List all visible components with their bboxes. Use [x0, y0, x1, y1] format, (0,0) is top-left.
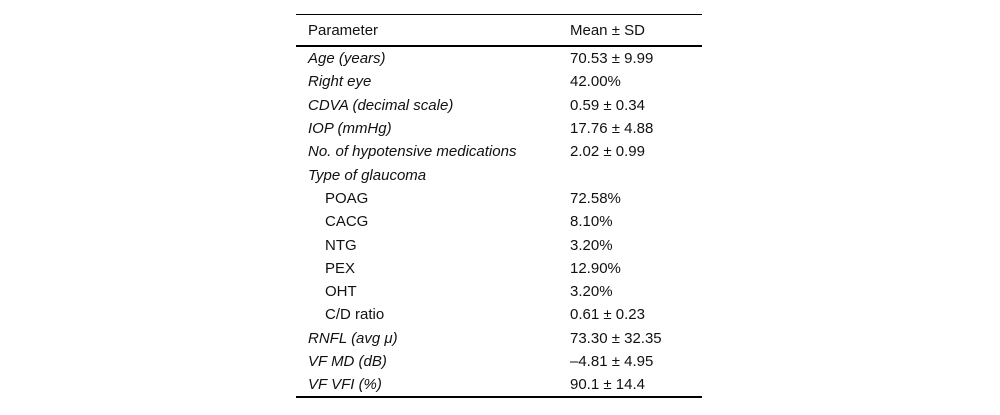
table-row: Right eye 42.00% — [296, 70, 702, 93]
value-cell: 2.02 ± 0.99 — [570, 143, 645, 161]
param-cell: POAG — [325, 189, 369, 207]
table-row: Age (years) 70.53 ± 9.99 — [296, 47, 702, 70]
value-cell: 3.20% — [570, 236, 613, 254]
table-row: OHT 3.20% — [296, 280, 702, 303]
param-cell: VF VFI (%) — [308, 376, 382, 394]
value-cell: 70.53 ± 9.99 — [570, 50, 654, 68]
table-row: POAG 72.58% — [296, 187, 702, 210]
table-header-row: Parameter Mean ± SD — [296, 15, 702, 47]
value-cell: –4.81 ± 4.95 — [570, 353, 654, 370]
value-cell: 90.1 ± 14.4 — [570, 376, 645, 394]
param-cell: IOP (mmHg) — [308, 120, 392, 138]
param-cell: C/D ratio — [325, 306, 385, 324]
table-row: RNFL (avg μ) 73.30 ± 32.35 — [296, 327, 702, 350]
param-cell: Right eye — [308, 73, 372, 91]
header-mean-sd: Mean ± SD — [570, 21, 645, 39]
param-cell: Age (years) — [308, 50, 386, 68]
value-cell: 72.58% — [570, 189, 621, 207]
table-row: VF MD (dB) –4.81 ± 4.95 — [296, 350, 702, 373]
param-cell: Type of glaucoma — [308, 166, 427, 184]
table-row: CDVA (decimal scale) 0.59 ± 0.34 — [296, 94, 702, 117]
summary-statistics-table: Parameter Mean ± SD Age (years) 70.53 ± … — [296, 14, 702, 399]
table-row: CACG 8.10% — [296, 210, 702, 233]
header-parameter: Parameter — [308, 21, 379, 39]
value-cell: 3.20% — [570, 283, 613, 301]
param-cell: CDVA (decimal scale) — [308, 96, 454, 114]
table-row: C/D ratio 0.61 ± 0.23 — [296, 303, 702, 326]
value-cell: 12.90% — [570, 259, 621, 277]
value-cell: 42.00% — [570, 73, 621, 91]
param-cell: No. of hypotensive medications — [308, 143, 517, 161]
table-row: No. of hypotensive medications 2.02 ± 0.… — [296, 140, 702, 163]
value-cell: 73.30 ± 32.35 — [570, 329, 662, 347]
param-cell: NTG — [325, 236, 357, 254]
table-body: Age (years) 70.53 ± 9.99 Right eye 42.00… — [296, 47, 702, 396]
table-row: IOP (mmHg) 17.76 ± 4.88 — [296, 117, 702, 140]
table-row: Type of glaucoma — [296, 163, 702, 186]
table-row: PEX 12.90% — [296, 257, 702, 280]
param-cell: PEX — [325, 259, 356, 277]
table-row: VF VFI (%) 90.1 ± 14.4 — [296, 373, 702, 396]
param-cell: RNFL (avg μ) — [308, 329, 398, 347]
param-cell: OHT — [325, 283, 357, 301]
table-row: NTG 3.20% — [296, 233, 702, 256]
param-cell: VF MD (dB) — [308, 353, 387, 370]
value-cell: 0.59 ± 0.34 — [570, 96, 645, 114]
value-cell: 0.61 ± 0.23 — [570, 306, 645, 324]
param-cell: CACG — [325, 213, 369, 231]
value-cell: 8.10% — [570, 213, 613, 231]
value-cell: 17.76 ± 4.88 — [570, 120, 654, 138]
